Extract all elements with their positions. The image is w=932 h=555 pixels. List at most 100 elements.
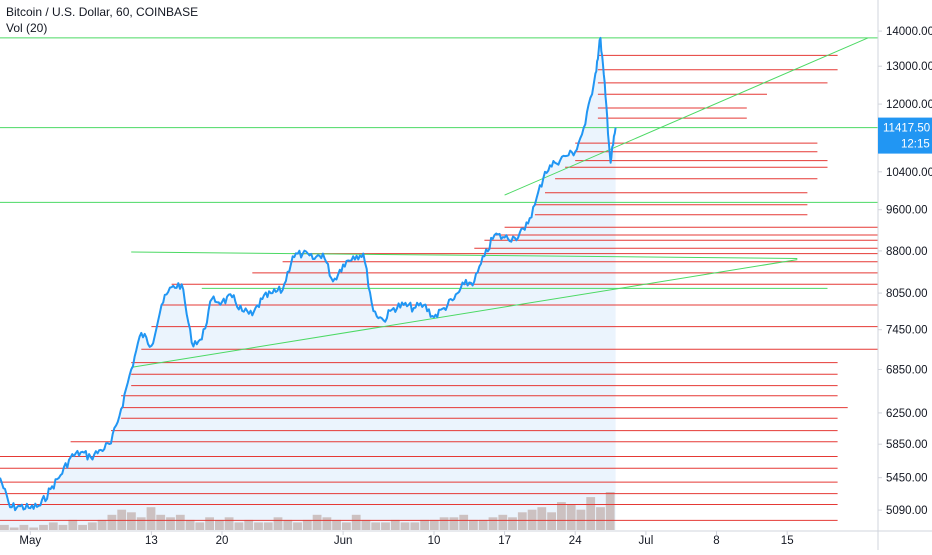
trend-lines-layer xyxy=(0,37,878,368)
price-tick-label: 8800.00 xyxy=(886,246,928,258)
time-tick-label: Jun xyxy=(334,535,353,547)
price-tick-label: 9600.00 xyxy=(886,205,928,217)
trend-line[interactable] xyxy=(131,251,798,259)
volume-bar xyxy=(576,509,586,530)
time-tick-label: 10 xyxy=(428,535,441,547)
trend-line[interactable] xyxy=(131,259,798,368)
time-tick-label: 24 xyxy=(569,535,582,547)
price-tick-label: 10400.00 xyxy=(886,167,932,179)
price-tick-label: 5450.00 xyxy=(886,473,928,485)
volume-bar xyxy=(371,522,381,530)
time-tick-label: 8 xyxy=(713,535,719,547)
price-tick-label: 13000.00 xyxy=(886,61,932,73)
horizontal-lines-layer xyxy=(0,54,878,521)
volume-bar xyxy=(488,517,498,530)
volume-bar xyxy=(312,514,322,530)
volume-bar xyxy=(205,517,214,530)
volume-bar xyxy=(39,524,48,530)
volume-bar xyxy=(498,514,508,530)
time-tick-label: 20 xyxy=(216,535,229,547)
volume-bar xyxy=(459,514,469,530)
volume-bar xyxy=(322,517,332,530)
volume-bar xyxy=(596,507,605,530)
volume-bar xyxy=(58,524,68,530)
volume-bar xyxy=(429,519,439,530)
price-line-layer xyxy=(0,36,617,512)
volume-bar xyxy=(185,519,195,530)
price-tick-label: 6250.00 xyxy=(886,408,928,420)
volume-bar xyxy=(156,514,166,530)
volume-bar xyxy=(29,527,39,530)
volume-bar xyxy=(508,517,517,530)
volume-bar xyxy=(547,512,556,530)
volume-bar xyxy=(87,522,97,530)
price-tick-label: 8050.00 xyxy=(886,288,928,300)
bar-countdown-value: 12:15 xyxy=(901,139,930,151)
time-tick-label: May xyxy=(19,535,41,547)
price-line[interactable] xyxy=(0,36,617,512)
volume-bar xyxy=(537,507,547,530)
volume-bar xyxy=(283,519,293,530)
volume-bar xyxy=(439,517,449,530)
volume-bar xyxy=(195,522,205,530)
volume-bar xyxy=(166,517,175,530)
trend-line[interactable] xyxy=(504,37,869,196)
price-tick-label: 6850.00 xyxy=(886,365,928,377)
volume-bar xyxy=(469,519,478,530)
volume-indicator-label[interactable]: Vol (20) xyxy=(6,21,48,35)
time-tick-label: 17 xyxy=(498,535,511,547)
volume-bar xyxy=(78,524,87,530)
volume-bar xyxy=(215,519,224,530)
symbol-title[interactable]: Bitcoin / U.S. Dollar, 60, COINBASE xyxy=(6,5,199,19)
volume-bar xyxy=(68,519,78,530)
price-tick-label: 7450.00 xyxy=(886,325,928,337)
volume-bar xyxy=(244,519,254,530)
price-tick-label: 5090.00 xyxy=(886,505,928,517)
volume-bar xyxy=(410,522,420,530)
volume-bar xyxy=(263,522,273,530)
current-price-tag[interactable] xyxy=(878,117,932,154)
price-tick-label: 14000.00 xyxy=(886,26,932,38)
current-price-value: 11417.50 xyxy=(883,123,930,135)
volume-bar xyxy=(332,519,341,530)
volume-bar xyxy=(566,504,576,530)
volume-bar xyxy=(273,517,283,530)
volume-bar xyxy=(586,497,596,530)
volume-bar xyxy=(351,514,361,530)
time-tick-label: 15 xyxy=(781,535,794,547)
time-tick-label: 13 xyxy=(145,535,158,547)
volume-bar xyxy=(0,524,9,530)
volume-bar xyxy=(449,517,459,530)
volume-bar xyxy=(146,507,156,530)
volume-layer xyxy=(0,492,615,530)
volume-bar xyxy=(9,527,19,530)
time-tick-label: Jul xyxy=(639,535,654,547)
price-tick-label: 12000.00 xyxy=(886,99,932,111)
volume-bar xyxy=(400,522,410,530)
volume-bar xyxy=(97,519,107,530)
volume-bar xyxy=(605,492,615,530)
volume-bar xyxy=(527,509,537,530)
volume-bar xyxy=(48,522,58,530)
volume-bar xyxy=(117,509,127,530)
volume-bar xyxy=(107,514,117,530)
volume-bar xyxy=(302,519,312,530)
price-tick-label: 5850.00 xyxy=(886,439,928,451)
volume-bar xyxy=(557,502,566,530)
volume-bar xyxy=(224,517,234,530)
volume-bar xyxy=(175,514,185,530)
volume-bar xyxy=(342,522,351,530)
volume-bar xyxy=(361,519,371,530)
volume-bar xyxy=(293,522,302,530)
volume-bar xyxy=(478,519,488,530)
volume-bar xyxy=(517,512,527,530)
volume-bar xyxy=(234,522,244,530)
volume-bar xyxy=(381,522,390,530)
volume-bar xyxy=(136,517,146,530)
volume-bar xyxy=(127,512,136,530)
volume-bar xyxy=(254,522,263,530)
volume-bar xyxy=(19,524,29,530)
volume-bar xyxy=(390,519,400,530)
